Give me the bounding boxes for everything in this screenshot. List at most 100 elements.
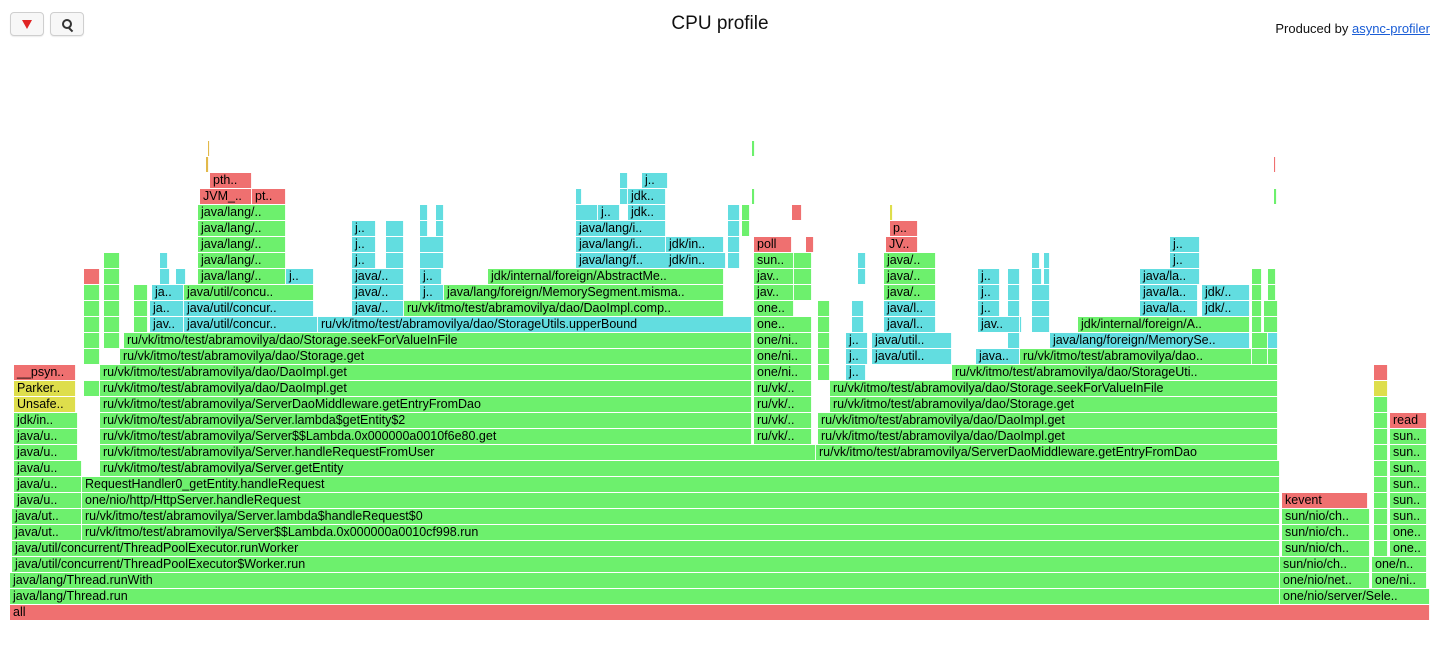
frame-sliver[interactable] [386, 253, 404, 268]
frame[interactable]: pth.. [210, 173, 252, 188]
frame-sliver[interactable] [436, 221, 444, 236]
frame-sliver[interactable] [818, 365, 830, 380]
frame[interactable]: ru/vk/itmo/test/abramovilya/dao/StorageU… [952, 365, 1268, 380]
frame[interactable]: java/.. [352, 285, 404, 300]
frame[interactable]: j.. [978, 301, 1000, 316]
frame[interactable]: sun.. [1390, 429, 1427, 444]
frame-sliver[interactable] [420, 237, 444, 252]
frame[interactable]: java/.. [884, 253, 936, 268]
frame[interactable]: j.. [286, 269, 314, 284]
frame[interactable]: JVM_.. [200, 189, 252, 204]
frame[interactable]: jav.. [754, 269, 794, 284]
reverse-button[interactable] [10, 12, 44, 36]
search-button[interactable] [50, 12, 84, 36]
frame[interactable]: java/ut.. [12, 525, 82, 540]
frame-sliver[interactable] [728, 221, 740, 236]
frame-sliver[interactable] [1374, 493, 1388, 508]
frame-sliver[interactable] [752, 141, 755, 156]
frame-sliver[interactable] [420, 205, 428, 220]
frame-sliver[interactable] [1268, 285, 1276, 300]
frame-sliver[interactable] [1252, 349, 1268, 364]
frame-sliver[interactable] [1374, 381, 1388, 396]
frame-sliver[interactable] [852, 317, 864, 332]
frame[interactable]: java/lang/.. [198, 269, 286, 284]
frame[interactable]: ru/vk/itmo/test/abramovilya/dao/DaoImpl.… [100, 365, 752, 380]
frame[interactable]: ru/vk/.. [754, 413, 812, 428]
frame[interactable]: java/.. [884, 269, 936, 284]
frame[interactable]: sun/nio/ch.. [1280, 557, 1370, 572]
frame-sliver[interactable] [794, 285, 812, 300]
frame[interactable]: sun.. [1390, 461, 1427, 476]
frame[interactable]: java/util/concurrent/ThreadPoolExecutor.… [12, 541, 1280, 556]
frame[interactable]: one/nio/server/Sele.. [1280, 589, 1430, 604]
frame-sliver[interactable] [1044, 269, 1050, 284]
frame-sliver[interactable] [1252, 301, 1262, 316]
frame-sliver[interactable] [208, 141, 210, 156]
frame-sliver[interactable] [84, 301, 100, 316]
frame-sliver[interactable] [818, 333, 830, 348]
frame[interactable]: ru/vk/itmo/test/abramovilya/Server.handl… [100, 445, 816, 460]
frame-sliver[interactable] [620, 189, 628, 204]
frame[interactable]: j.. [420, 269, 442, 284]
frame[interactable]: ru/vk/itmo/test/abramovilya/dao/Storage.… [830, 381, 1278, 396]
frame[interactable]: ru/vk/itmo/test/abramovilya/dao/Storage.… [124, 333, 752, 348]
frame[interactable]: sun.. [1390, 493, 1427, 508]
frame[interactable]: j.. [1170, 253, 1200, 268]
frame-sliver[interactable] [794, 269, 812, 284]
frame[interactable]: java/lang/.. [198, 237, 286, 252]
frame-sliver[interactable] [1268, 269, 1276, 284]
frame[interactable]: java/util.. [872, 349, 952, 364]
frame-sliver[interactable] [84, 317, 100, 332]
frame-sliver[interactable] [1266, 365, 1278, 380]
frame[interactable]: read [1390, 413, 1427, 428]
frame-sliver[interactable] [84, 269, 100, 284]
frame[interactable]: RequestHandler0_getEntity.handleRequest [82, 477, 1280, 492]
frame-sliver[interactable] [818, 301, 830, 316]
frame-sliver[interactable] [1264, 301, 1278, 316]
frame[interactable]: j.. [978, 269, 1000, 284]
frame[interactable]: java/util/concur.. [184, 301, 314, 316]
frame-sliver[interactable] [104, 317, 120, 332]
frame-sliver[interactable] [752, 189, 755, 204]
frame-sliver[interactable] [84, 333, 100, 348]
frame[interactable]: sun/nio/ch.. [1282, 541, 1370, 556]
frame[interactable]: ru/vk/itmo/test/abramovilya/Server.lambd… [100, 413, 752, 428]
frame[interactable]: ru/vk/itmo/test/abramovilya/dao/Storage.… [830, 397, 1278, 412]
frame-sliver[interactable] [84, 381, 100, 396]
frame[interactable]: java/util/concur.. [184, 317, 318, 332]
frame-sliver[interactable] [1008, 301, 1020, 316]
frame[interactable]: java/.. [352, 301, 404, 316]
frame-sliver[interactable] [160, 253, 168, 268]
frame-sliver[interactable] [792, 205, 802, 220]
frame-sliver[interactable] [1268, 333, 1278, 348]
frame-sliver[interactable] [794, 253, 812, 268]
frame[interactable]: pt.. [252, 189, 286, 204]
frame-sliver[interactable] [1268, 349, 1278, 364]
frame-sliver[interactable] [104, 285, 120, 300]
frame[interactable]: j.. [642, 173, 668, 188]
frame[interactable]: java/util.. [872, 333, 952, 348]
frame-sliver[interactable] [1374, 445, 1388, 460]
frame-sliver[interactable] [386, 237, 404, 252]
frame-sliver[interactable] [206, 157, 209, 172]
frame-sliver[interactable] [742, 221, 750, 236]
frame-sliver[interactable] [436, 205, 444, 220]
frame-sliver[interactable] [1044, 253, 1050, 268]
frame-sliver[interactable] [1374, 397, 1388, 412]
frame[interactable]: ru/vk/itmo/test/abramovilya/dao/StorageU… [318, 317, 752, 332]
frame[interactable]: j.. [978, 285, 1000, 300]
frame[interactable]: java/lang/.. [198, 221, 286, 236]
frame-sliver[interactable] [160, 269, 170, 284]
frame[interactable]: one.. [754, 317, 812, 332]
frame[interactable]: j.. [352, 221, 376, 236]
frame[interactable]: java/.. [352, 269, 404, 284]
frame[interactable]: jdk/.. [1202, 285, 1250, 300]
frame-sliver[interactable] [1264, 317, 1278, 332]
frame-sliver[interactable] [576, 189, 582, 204]
frame[interactable]: one.. [1390, 525, 1427, 540]
frame[interactable]: ru/vk/itmo/test/abramovilya/Server$$Lamb… [82, 525, 1280, 540]
frame-sliver[interactable] [104, 333, 120, 348]
frame[interactable]: jav.. [150, 317, 184, 332]
frame[interactable]: __psyn.. [14, 365, 76, 380]
frame-sliver[interactable] [806, 237, 814, 252]
